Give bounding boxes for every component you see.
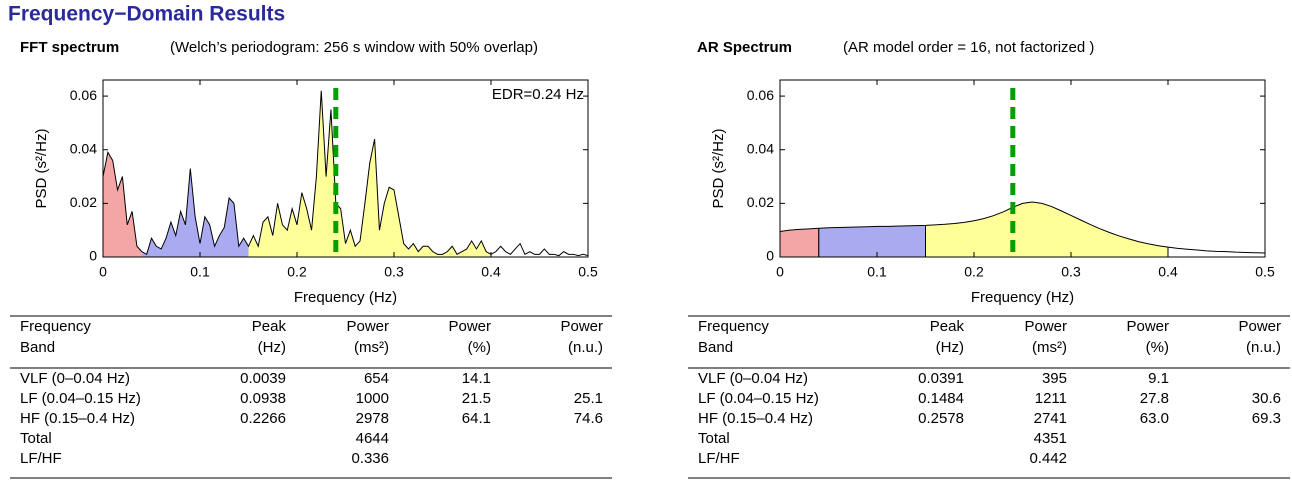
- x-tick-label: 0: [776, 264, 784, 280]
- table-header: (ms²): [1032, 339, 1067, 356]
- table-header: Peak: [930, 318, 965, 335]
- table-header: Power: [1126, 318, 1169, 335]
- y-tick-label: 0.02: [70, 194, 97, 210]
- table-cell: LF/HF: [20, 450, 62, 467]
- x-tick-label: 0.1: [867, 264, 887, 280]
- table-header: Power: [448, 318, 491, 335]
- y-tick-label: 0: [766, 248, 774, 264]
- y-tick-label: 0.06: [70, 87, 97, 103]
- table-cell: 0.2266: [240, 410, 286, 427]
- x-axis-label: Frequency (Hz): [294, 289, 397, 306]
- table-cell: VLF (0–0.04 Hz): [698, 370, 808, 387]
- table-cell: 74.6: [574, 410, 603, 427]
- table-cell: 30.6: [1252, 390, 1281, 407]
- table-header: Power: [1238, 318, 1281, 335]
- table-header: Band: [20, 339, 55, 356]
- table-cell: 1000: [356, 390, 389, 407]
- x-axis-label: Frequency (Hz): [971, 289, 1074, 306]
- y-tick-label: 0.02: [747, 194, 774, 210]
- band-fill: [925, 202, 1168, 257]
- table-header: Band: [698, 339, 733, 356]
- x-tick-label: 0.4: [481, 264, 501, 280]
- table-cell: 2978: [356, 410, 389, 427]
- y-axis-label: PSD (s²/Hz): [710, 129, 727, 209]
- band-fill: [141, 168, 249, 257]
- table-cell: LF (0.04–0.15 Hz): [698, 390, 819, 407]
- x-tick-label: 0.5: [1255, 264, 1275, 280]
- table-header: (n.u.): [1246, 339, 1281, 356]
- table-header: (ms²): [354, 339, 389, 356]
- table-cell: HF (0.15–0.4 Hz): [698, 410, 813, 427]
- table-cell: Total: [698, 430, 730, 447]
- table-cell: 69.3: [1252, 410, 1281, 427]
- table-cell: 14.1: [462, 370, 491, 387]
- table-header: Frequency: [698, 318, 769, 335]
- table-cell: 4644: [356, 430, 389, 447]
- table-cell: 654: [364, 370, 389, 387]
- y-tick-label: 0.06: [747, 87, 774, 103]
- table-cell: 0.0938: [240, 390, 286, 407]
- chart-subtitle: (Welch’s periodogram: 256 s window with …: [170, 39, 538, 56]
- table-header: (%): [1146, 339, 1169, 356]
- table-header: (Hz): [936, 339, 964, 356]
- table-cell: LF/HF: [698, 450, 740, 467]
- plot-frame: [779, 79, 1266, 258]
- y-tick-label: 0.04: [747, 140, 774, 156]
- table-cell: 0.1484: [918, 390, 964, 407]
- table-cell: 0.0391: [918, 370, 964, 387]
- chart-subtitle: (AR model order = 16, not factorized ): [843, 39, 1094, 56]
- table-cell: 4351: [1034, 430, 1067, 447]
- table-cell: 0.336: [351, 450, 389, 467]
- plot-frame: [102, 79, 589, 258]
- table-cell: 1211: [1035, 390, 1067, 407]
- x-tick-label: 0.2: [964, 264, 984, 280]
- table-header: (Hz): [258, 339, 286, 356]
- x-tick-label: 0.5: [578, 264, 598, 280]
- table-cell: 2741: [1034, 410, 1067, 427]
- table-cell: 0.2578: [918, 410, 964, 427]
- table-cell: HF (0.15–0.4 Hz): [20, 410, 135, 427]
- table-header: Power: [346, 318, 389, 335]
- table-cell: VLF (0–0.04 Hz): [20, 370, 130, 387]
- chart-title: AR Spectrum: [697, 39, 792, 56]
- table-header: Power: [1024, 318, 1067, 335]
- y-tick-label: 0.04: [70, 140, 97, 156]
- plot-area: [103, 80, 588, 257]
- table-header: Peak: [252, 318, 287, 335]
- annotation: EDR=0.24 Hz: [492, 86, 584, 103]
- band-fill: [103, 152, 142, 257]
- y-axis-label: PSD (s²/Hz): [33, 129, 50, 209]
- x-tick-label: 0.1: [190, 264, 210, 280]
- table-header: (n.u.): [568, 339, 603, 356]
- band-fill: [780, 228, 819, 257]
- x-tick-label: 0.4: [1158, 264, 1178, 280]
- x-tick-label: 0.3: [384, 264, 404, 280]
- table-cell: 21.5: [462, 390, 491, 407]
- table-cell: 64.1: [462, 410, 491, 427]
- y-tick-label: 0: [89, 248, 97, 264]
- spectrum-line: [102, 90, 589, 257]
- table-cell: 27.8: [1140, 390, 1169, 407]
- table-cell: 0.442: [1029, 450, 1067, 467]
- table-cell: 395: [1042, 370, 1067, 387]
- table-cell: 0.0039: [240, 370, 286, 387]
- spectrum-line: [779, 201, 1266, 254]
- x-tick-label: 0: [99, 264, 107, 280]
- page-title: Frequency−Domain Results: [8, 3, 285, 26]
- band-fill: [818, 225, 926, 257]
- x-tick-label: 0.3: [1061, 264, 1081, 280]
- table-header: Power: [560, 318, 603, 335]
- table-header: Frequency: [20, 318, 91, 335]
- table-cell: LF (0.04–0.15 Hz): [20, 390, 141, 407]
- band-fill: [248, 90, 491, 257]
- table-cell: 25.1: [574, 390, 603, 407]
- table-cell: 63.0: [1140, 410, 1169, 427]
- chart-title: FFT spectrum: [20, 39, 119, 56]
- x-tick-label: 0.2: [287, 264, 307, 280]
- table-header: (%): [468, 339, 491, 356]
- table-cell: 9.1: [1148, 370, 1169, 387]
- table-cell: Total: [20, 430, 52, 447]
